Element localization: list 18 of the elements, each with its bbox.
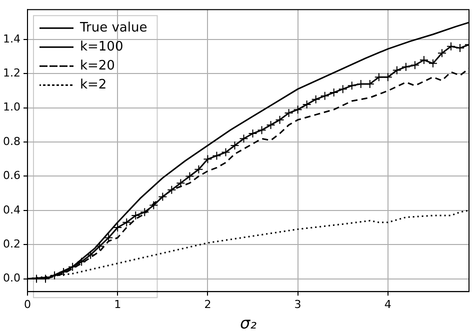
y-tick-label: 1.4 bbox=[2, 32, 20, 46]
y-tick-label: 0.6 bbox=[2, 169, 20, 182]
x-tick-label: 4 bbox=[384, 298, 392, 312]
x-tick-label: 0 bbox=[24, 298, 31, 312]
y-tick-label: 0.8 bbox=[2, 134, 20, 148]
y-tick-label: 1.0 bbox=[2, 100, 20, 114]
legend-label: k=100 bbox=[80, 39, 124, 54]
y-tick-label: 1.2 bbox=[2, 66, 20, 80]
legend-label: k=2 bbox=[80, 77, 107, 92]
y-tick-label: 0.2 bbox=[2, 237, 20, 250]
y-tick-label: 0.0 bbox=[2, 272, 20, 285]
x-tick-label: 1 bbox=[114, 298, 122, 312]
x-tick-label: 3 bbox=[294, 298, 302, 312]
y-tick-label: 0.4 bbox=[2, 203, 20, 216]
legend-label: k=20 bbox=[80, 58, 115, 74]
x-tick-label: 2 bbox=[204, 298, 212, 312]
legend-label: True value bbox=[78, 20, 148, 36]
x-axis-title: σ₂ bbox=[240, 314, 258, 333]
